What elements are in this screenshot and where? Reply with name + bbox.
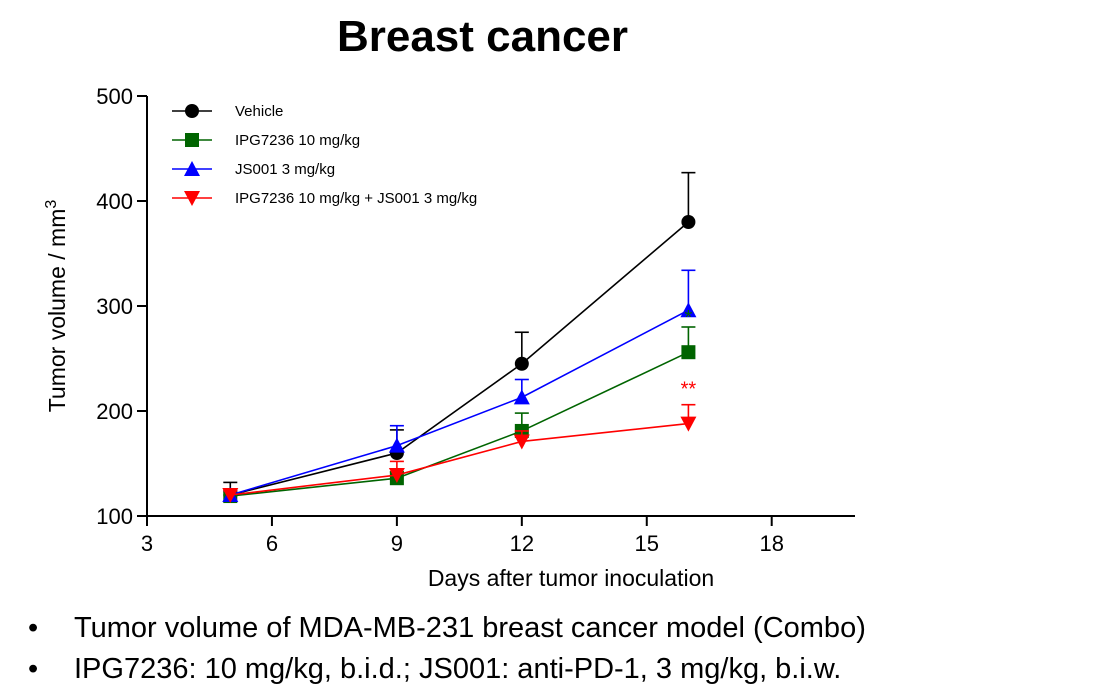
x-axis-label: Days after tumor inoculation [428,565,714,591]
legend-label: IPG7236 10 mg/kg + JS001 3 mg/kg [235,190,477,207]
note-text: Tumor volume of MDA-MB-231 breast cancer… [74,612,866,644]
significance-annotation: ** [681,378,697,400]
x-tick-label: 3 [141,531,153,556]
y-tick-label: 100 [96,504,133,529]
x-tick-label: 6 [266,531,278,556]
series-line [230,309,689,496]
y-axis-label-text: Tumor volume / mm [44,209,70,413]
legend-label: Vehicle [235,103,283,120]
data-point [680,416,697,432]
series-line [230,351,689,497]
legend-label: IPG7236 10 mg/kg [235,132,360,149]
series-line [230,221,689,496]
data-point [388,437,405,453]
legend-marker [185,104,199,118]
data-point [514,356,529,371]
y-tick-label: 500 [96,84,133,109]
bullet-icon: • [28,653,39,685]
tumor-volume-chart: 100 200 300 400 500 3 6 9 12 15 18 Days after tumor… [43,84,855,591]
legend-marker [185,133,199,147]
data-point [222,488,239,503]
data-point [681,215,696,229]
x-tick-label: 12 [510,531,534,556]
y-tick-label: 300 [96,294,133,319]
data-point [388,468,405,484]
y-tick-label: 400 [96,189,133,214]
y-axis-label: Tumor volume / mm3 [43,200,70,413]
legend-marker [184,191,200,206]
legend-label: JS001 3 mg/kg [235,161,335,178]
bullet-icon: • [28,612,39,644]
data-point [513,389,530,405]
x-tick-label: 18 [759,531,783,556]
chart-title: Breast cancer [336,12,629,61]
x-tick-label: 15 [635,531,659,556]
note-item: • IPG7236: 10 mg/kg, b.i.d.; JS001: anti… [28,649,866,690]
y-tick-label: 200 [96,399,133,424]
x-tick-label: 9 [391,531,403,556]
note-text: IPG7236: 10 mg/kg, b.i.d.; JS001: anti-P… [74,653,842,685]
note-item: • Tumor volume of MDA-MB-231 breast canc… [28,608,866,649]
y-axis-label-superscript: 3 [43,200,60,209]
series-line [230,422,689,496]
legend-marker [184,161,200,176]
data-point [513,434,530,450]
significance-annotation: * [685,307,693,329]
data-point [680,302,697,318]
data-point [681,345,696,360]
notes-list: • Tumor volume of MDA-MB-231 breast canc… [28,608,866,690]
